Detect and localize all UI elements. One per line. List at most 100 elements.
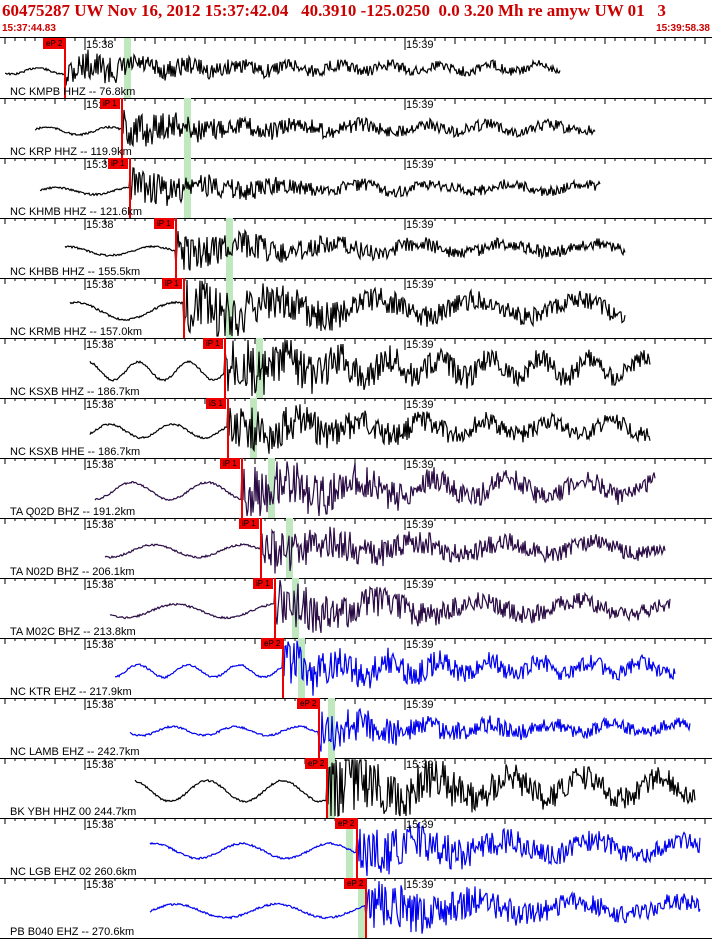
seismogram-panel[interactable]: 15:38 15:39 eP 2 PB B040 EHZ -- 270.6km <box>0 878 712 939</box>
seismogram-panel[interactable]: 15:38 15:39 eP 2 NC LGB EHZ 02 260.6km <box>0 818 712 879</box>
time-label: 15:38 <box>86 639 114 651</box>
waveform-trace <box>109 579 671 633</box>
s-wave-marker <box>226 218 233 278</box>
time-label: 15:38 <box>86 759 114 771</box>
phase-pick-label[interactable]: iP 1 <box>108 158 128 169</box>
seismogram-panel[interactable]: 15:38 15:39 iP 1 TA N02D BHZ -- 206.1km <box>0 518 712 579</box>
seismogram-panel[interactable]: 15:38 15:39 eP 2 NC KTR EHZ -- 217.9km <box>0 638 712 699</box>
station-label: NC LAMB EHZ -- 242.7km <box>10 746 140 758</box>
trace-plot <box>4 458 706 518</box>
seismogram-panel[interactable]: 15:38 15:39 iS 1 NC KSXB HHE -- 186.7km <box>0 398 712 459</box>
waveform-trace <box>94 461 656 517</box>
s-wave-marker <box>250 398 257 458</box>
time-label: 15:38 <box>86 579 114 591</box>
station-label: NC LGB EHZ 02 260.6km <box>10 866 137 878</box>
time-label: 15:39 <box>406 159 434 171</box>
station-label: NC KRMB HHZ -- 157.0km <box>10 326 143 338</box>
station-label: NC KHBB HHZ -- 155.5km <box>10 266 141 278</box>
time-label: 15:38 <box>86 219 114 231</box>
trace-plot <box>4 398 706 458</box>
seismogram-panel[interactable]: 15:38 15:39 iP 1 TA M02C BHZ -- 213.8km <box>0 578 712 639</box>
phase-pick-label[interactable]: iP 1 <box>220 458 240 469</box>
waveform-trace <box>69 279 626 337</box>
time-label: 15:38 <box>86 339 114 351</box>
time-label: 15:38 <box>86 879 114 891</box>
phase-pick-label[interactable]: eP 2 <box>305 758 328 769</box>
phase-pick-label[interactable]: iP 1 <box>162 278 182 289</box>
station-label: NC KSXB HHZ -- 186.7km <box>10 386 140 398</box>
s-wave-marker <box>346 818 353 878</box>
trace-plot <box>4 98 706 158</box>
time-label: 15:39 <box>406 879 434 891</box>
event-header: 60475287 UW Nov 16, 2012 15:37:42.04 40.… <box>0 0 712 38</box>
waveform-trace <box>34 109 596 148</box>
time-label: 15:38 <box>86 159 114 171</box>
waveform-trace <box>39 167 601 206</box>
phase-pick-label[interactable]: iP 1 <box>203 338 223 349</box>
seismogram-panel[interactable]: 15:38 15:39 iP 1 TA Q02D BHZ -- 191.2km <box>0 458 712 519</box>
waveform-trace <box>89 399 651 454</box>
event-title: 60475287 UW Nov 16, 2012 15:37:42.04 40.… <box>2 1 666 20</box>
time-label: 15:39 <box>406 339 434 351</box>
waveform-trace <box>89 339 651 397</box>
phase-pick-label[interactable]: eP 2 <box>261 638 284 649</box>
waveform-trace <box>149 822 701 877</box>
trace-plot <box>4 338 706 398</box>
time-label: 15:38 <box>86 519 114 531</box>
station-label: PB B040 EHZ -- 270.6km <box>10 926 135 938</box>
station-label: TA N02D BHZ -- 206.1km <box>10 566 135 578</box>
station-label: NC KSXB HHE -- 186.7km <box>10 446 141 458</box>
station-label: BK YBH HHZ 00 244.7km <box>10 806 137 818</box>
time-label: 15:38 <box>86 819 114 831</box>
s-wave-marker <box>268 458 275 518</box>
phase-pick-label[interactable]: eP 2 <box>43 38 66 49</box>
station-label: NC KMPB HHZ -- 76.8km <box>10 86 136 98</box>
time-label: 15:39 <box>406 519 434 531</box>
seismogram-panel[interactable]: 15:38 15:39 iP 1 NC KHBB HHZ -- 155.5km <box>0 218 712 279</box>
station-label: NC KHMB HHZ -- 121.6km <box>10 206 143 218</box>
seismogram-panel[interactable]: 15:38 15:39 iP 1 NC KHMB HHZ -- 121.6km <box>0 158 712 219</box>
waveform-trace <box>104 526 666 574</box>
station-label: TA Q02D BHZ -- 191.2km <box>10 506 136 518</box>
trace-plot <box>4 758 706 818</box>
trace-plot <box>4 518 706 578</box>
phase-pick-label[interactable]: eP 2 <box>344 878 367 889</box>
phase-pick-label[interactable]: iP 1 <box>253 578 273 589</box>
time-label: 15:39 <box>406 819 434 831</box>
waveform-trace <box>149 881 701 934</box>
seismogram-panel[interactable]: 15:38 15:39 iP 1 NC KSXB HHZ -- 186.7km <box>0 338 712 399</box>
station-label: NC KTR EHZ -- 217.9km <box>10 686 132 698</box>
trace-plot <box>4 818 706 878</box>
time-label: 15:39 <box>406 39 434 51</box>
seismogram-panel[interactable]: 15:38 15:39 eP 2 BK YBH HHZ 00 244.7km <box>0 758 712 819</box>
phase-pick-label[interactable]: iS 1 <box>206 398 226 409</box>
time-label: 15:39 <box>406 639 434 651</box>
waveform-trace <box>64 228 626 271</box>
time-label: 15:39 <box>406 399 434 411</box>
time-label: 15:39 <box>406 219 434 231</box>
phase-pick-label[interactable]: iP 1 <box>239 518 259 529</box>
waveform-trace <box>134 759 696 818</box>
time-label: 15:39 <box>406 759 434 771</box>
trace-plot <box>4 158 706 218</box>
trace-plot <box>4 578 706 638</box>
time-label: 15:38 <box>86 39 114 51</box>
waveform-trace <box>114 640 676 696</box>
phase-pick-label[interactable]: eP 2 <box>297 698 320 709</box>
seismogram-panel[interactable]: 15:38 15:39 eP 2 NC KMPB HHZ -- 76.8km <box>0 38 712 99</box>
trace-plot <box>4 278 706 338</box>
waveform-trace <box>129 707 691 752</box>
seismogram-panel[interactable]: 15:38 15:39 iP 1 NC KRMB HHZ -- 157.0km <box>0 278 712 339</box>
phase-pick-label[interactable]: iP 1 <box>100 98 120 109</box>
s-wave-marker <box>226 278 233 338</box>
time-label: 15:39 <box>406 99 434 111</box>
time-label: 15:38 <box>86 699 114 711</box>
seismogram-panel[interactable]: 15:38 15:39 eP 2 NC LAMB EHZ -- 242.7km <box>0 698 712 759</box>
window-end-time: 15:39:58.38 <box>656 23 710 34</box>
time-label: 15:39 <box>406 459 434 471</box>
phase-pick-label[interactable]: eP 2 <box>335 818 358 829</box>
s-wave-marker <box>124 38 131 98</box>
phase-pick-label[interactable]: iP 1 <box>154 218 174 229</box>
waveform-trace <box>5 49 561 86</box>
